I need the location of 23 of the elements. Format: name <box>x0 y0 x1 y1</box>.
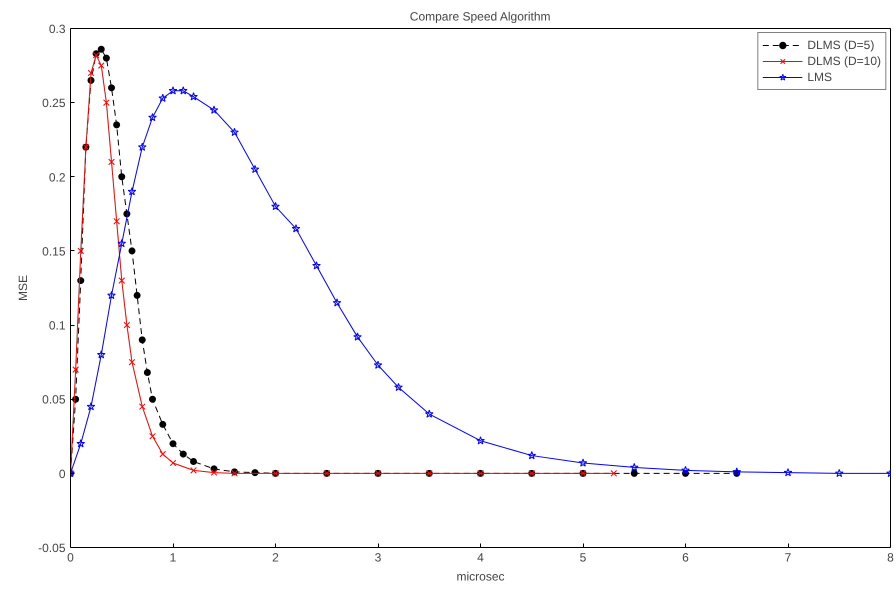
x-tick-label: 0 <box>67 550 74 564</box>
y-axis-title: MSE <box>16 274 30 301</box>
chart-title: Compare Speed Algorithm <box>410 10 551 24</box>
y-tick-label: 0.15 <box>42 244 66 258</box>
y-tick-label: 0.05 <box>42 392 66 407</box>
x-axis-title: microsec <box>456 570 505 584</box>
x-tick-label: 5 <box>580 550 587 564</box>
x-tick-label: 2 <box>272 550 280 564</box>
y-tick-label: 0.25 <box>42 96 66 110</box>
x-tick-label: 8 <box>887 550 894 564</box>
x-tick-label: 4 <box>477 550 484 564</box>
y-tick-label: 0.1 <box>48 318 66 333</box>
y-tick-label: 0.2 <box>48 170 66 184</box>
x-tick-label: 1 <box>170 550 177 564</box>
x-tick-label: 3 <box>374 550 382 564</box>
x-tick-label: 6 <box>682 550 690 564</box>
legend-label: DLMS (D=10) <box>807 53 881 69</box>
x-tick-label: 7 <box>784 550 792 564</box>
y-tick-label: 0.3 <box>48 22 66 36</box>
legend-label: DLMS (D=5) <box>807 37 874 53</box>
y-tick-label: 0 <box>58 466 66 481</box>
legend-label: LMS <box>807 69 832 85</box>
y-tick-label: -0.05 <box>38 541 66 555</box>
